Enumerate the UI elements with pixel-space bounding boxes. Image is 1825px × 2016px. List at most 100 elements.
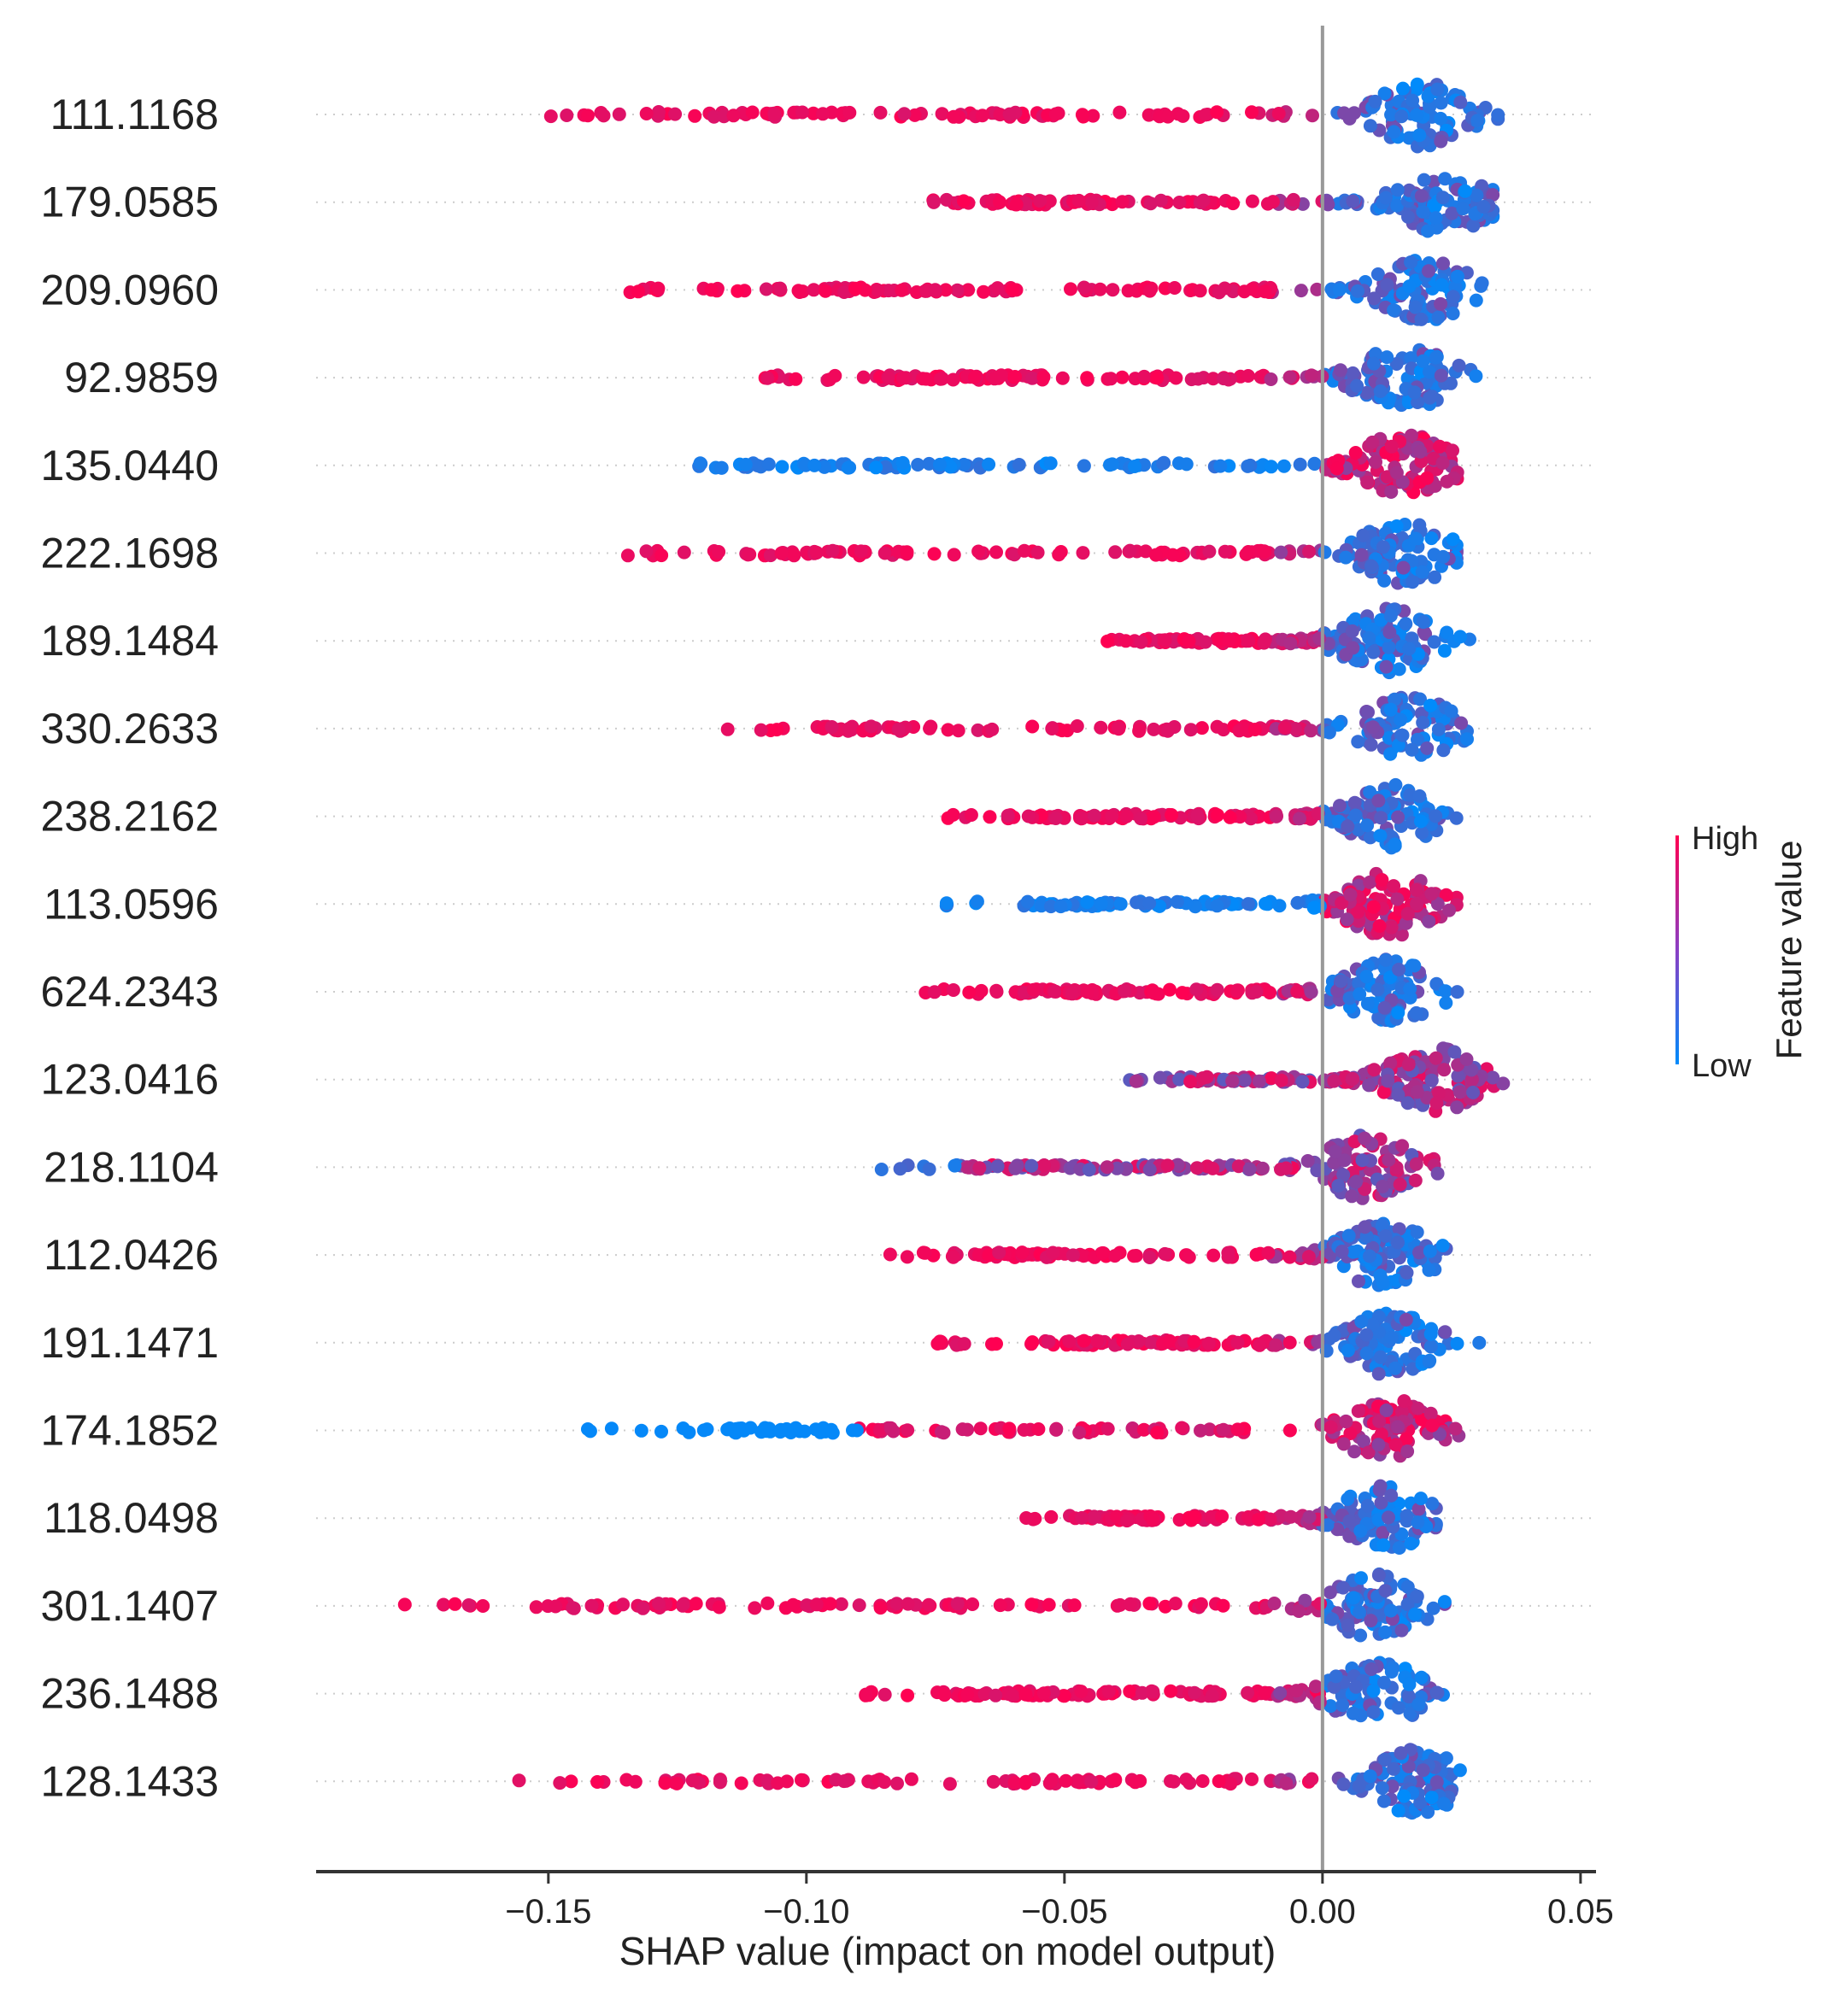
shap-point (1362, 630, 1376, 645)
shap-point (1361, 705, 1375, 719)
shap-point (1423, 1339, 1438, 1354)
shap-point (1210, 719, 1224, 734)
shap-point (1400, 1265, 1414, 1280)
shap-point (1366, 356, 1381, 371)
shap-point (1409, 1157, 1423, 1171)
shap-point (1358, 1131, 1372, 1146)
shap-point (1339, 550, 1353, 565)
shap-point (682, 1425, 696, 1439)
shap-point (1283, 636, 1298, 651)
shap-point (1245, 105, 1259, 120)
shap-point (994, 368, 1008, 383)
shap-point (1277, 721, 1292, 735)
shap-point (985, 722, 1000, 736)
shap-point (1153, 193, 1168, 208)
shap-point (1427, 635, 1441, 649)
shap-point (1112, 1597, 1127, 1612)
shap-point (1142, 1597, 1157, 1611)
shap-point (1336, 1777, 1351, 1791)
shap-point (950, 1597, 965, 1611)
shap-point (581, 108, 595, 123)
shap-point (1194, 1423, 1207, 1438)
shap-point (1364, 737, 1378, 752)
shap-point (1421, 224, 1435, 238)
shap-point (1348, 808, 1363, 823)
shap-point (1423, 1244, 1437, 1258)
feature-label: 123.0416 (40, 1056, 219, 1104)
shap-point (1002, 107, 1017, 121)
shap-point (1364, 1614, 1378, 1628)
shap-point (1135, 1685, 1149, 1700)
shap-point (816, 107, 830, 121)
shap-point (1077, 1249, 1091, 1263)
shap-point (1442, 903, 1457, 917)
shap-point (1384, 1488, 1399, 1503)
shap-point (1438, 1325, 1452, 1339)
shap-point (1045, 722, 1059, 735)
shap-point (1292, 1604, 1306, 1618)
shap-point (992, 195, 1006, 209)
shap-point (1416, 354, 1430, 368)
shap-point (1380, 278, 1394, 292)
shap-point (1431, 722, 1446, 736)
shap-point (1274, 1162, 1288, 1176)
shap-point (1435, 456, 1450, 470)
shap-point (1416, 1763, 1430, 1778)
shap-point (1241, 1510, 1255, 1524)
shap-point (1450, 985, 1464, 999)
shap-point (1322, 725, 1336, 740)
shap-point (1388, 1361, 1402, 1375)
shap-point (1373, 1350, 1388, 1364)
feature-swarm (874, 1128, 1445, 1205)
shap-point (1279, 1776, 1294, 1790)
shap-point (1410, 1085, 1424, 1099)
feature-swarm (941, 777, 1464, 855)
shap-point (738, 457, 753, 472)
feature-label: 624.2343 (40, 968, 219, 1016)
shap-point (1407, 958, 1422, 973)
shap-point (1086, 1510, 1100, 1525)
shap-point (1077, 459, 1091, 473)
shap-point (1300, 1154, 1315, 1168)
shap-point (1210, 105, 1224, 120)
shap-point (1020, 894, 1035, 909)
shap-point (1429, 1775, 1444, 1790)
shap-point (1245, 194, 1259, 208)
shap-point (1333, 363, 1347, 378)
shap-point (1436, 549, 1451, 564)
shap-point (1438, 984, 1452, 999)
shap-point (962, 985, 977, 999)
shap-point (1024, 1158, 1039, 1173)
shap-point (1376, 1180, 1390, 1193)
shap-point (1160, 1158, 1175, 1173)
shap-point (1446, 443, 1459, 458)
shap-point (873, 1601, 888, 1615)
shap-point (897, 107, 912, 121)
shap-point (1323, 1585, 1337, 1600)
shap-point (943, 460, 958, 474)
shap-point (704, 283, 719, 297)
feature-label: 189.1484 (40, 617, 219, 665)
shap-point (1377, 1752, 1392, 1767)
shap-point (1374, 811, 1388, 825)
shap-point (971, 723, 985, 737)
shap-point (1087, 808, 1101, 823)
shap-point (968, 370, 982, 384)
feature-label: 92.9859 (64, 354, 219, 401)
shap-point (1388, 1438, 1403, 1452)
shap-point (723, 1421, 737, 1435)
shap-point (1366, 1705, 1381, 1720)
shap-point (1019, 1511, 1034, 1525)
shap-point (1405, 575, 1420, 589)
shap-point (1212, 631, 1226, 646)
shap-point (1450, 1336, 1464, 1351)
shap-point (1123, 543, 1137, 558)
feature-label: 209.0960 (40, 266, 219, 314)
shap-point (1082, 1163, 1096, 1177)
shap-point (1172, 196, 1187, 209)
shap-point (923, 721, 937, 735)
shap-point (564, 1774, 578, 1789)
shap-point (982, 457, 996, 472)
shap-point (946, 807, 960, 822)
shap-point (1346, 366, 1360, 380)
